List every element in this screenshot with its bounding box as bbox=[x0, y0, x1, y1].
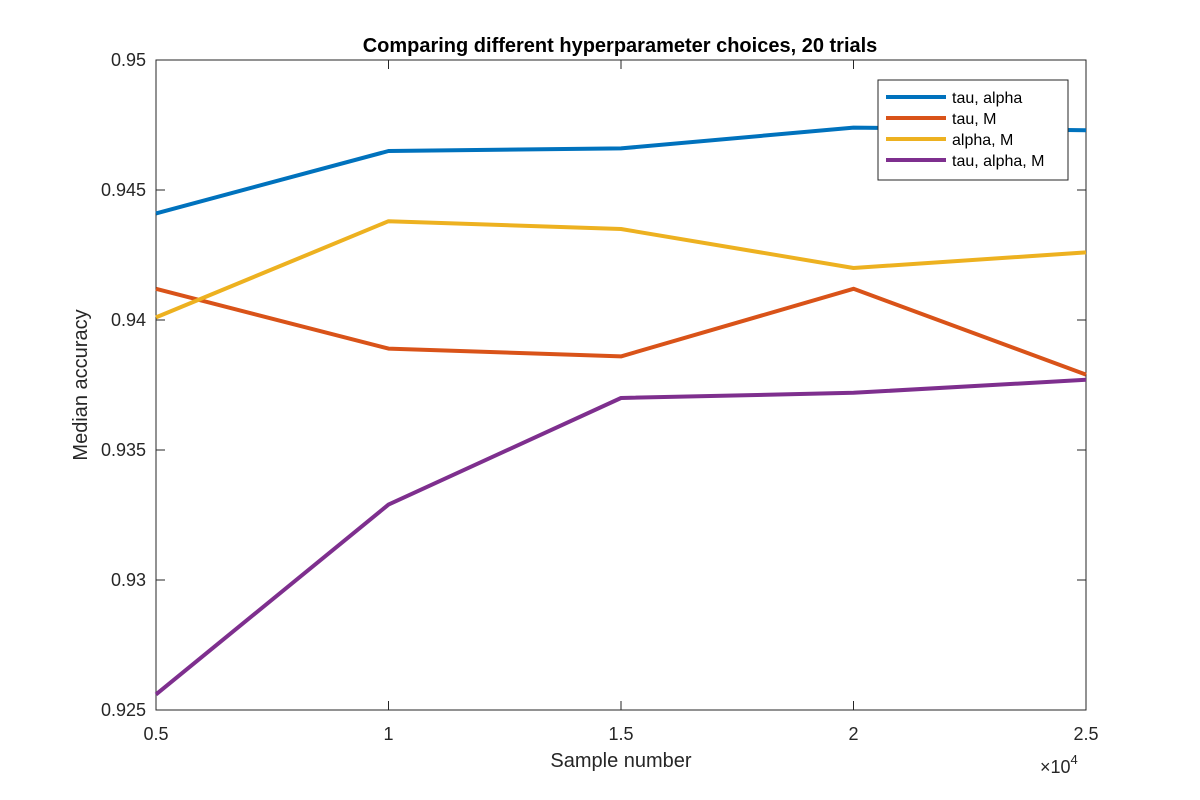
series-line-tau-m bbox=[155, 286, 1087, 377]
y-tick-label: 0.925 bbox=[101, 700, 146, 720]
legend-items: tau, alpha tau, M alpha, M tau, alpha, M bbox=[886, 90, 1045, 170]
legend-label: tau, M bbox=[952, 111, 996, 128]
y-tick-label: 0.93 bbox=[111, 570, 146, 590]
axis-ticks: 0.5 1 1.5 2 2.5 0.925 0.93 0.935 0.94 0.945 0.95 bbox=[101, 50, 1099, 744]
y-axis-title: Median accuracy bbox=[70, 309, 92, 460]
x-tick-label: 1.5 bbox=[608, 724, 633, 744]
legend-label: alpha, M bbox=[952, 132, 1013, 149]
y-tick-label: 0.945 bbox=[101, 180, 146, 200]
x-axis-exponent-label: ×104 bbox=[1040, 752, 1078, 777]
exponent-base: ×10 bbox=[1040, 757, 1071, 777]
x-tick-label: 2 bbox=[848, 724, 858, 744]
x-tick-label: 1 bbox=[383, 724, 393, 744]
legend-label: tau, alpha bbox=[952, 90, 1022, 107]
y-tick-label: 0.94 bbox=[111, 310, 146, 330]
x-axis-title: Sample number bbox=[550, 750, 692, 772]
chart-title: Comparing different hyperparameter choic… bbox=[363, 35, 878, 57]
series-line-tau-alpha-m bbox=[154, 377, 1087, 696]
legend-label: tau, alpha, M bbox=[952, 153, 1045, 170]
x-tick-label: 2.5 bbox=[1073, 724, 1098, 744]
x-tick-label: 0.5 bbox=[143, 724, 168, 744]
y-tick-label: 0.95 bbox=[111, 50, 146, 70]
y-tick-label: 0.935 bbox=[101, 440, 146, 460]
series-line-alpha-m bbox=[155, 219, 1087, 320]
exponent-power: 4 bbox=[1071, 752, 1078, 767]
legend: tau, alpha tau, M alpha, M tau, alpha, M bbox=[877, 79, 1069, 181]
